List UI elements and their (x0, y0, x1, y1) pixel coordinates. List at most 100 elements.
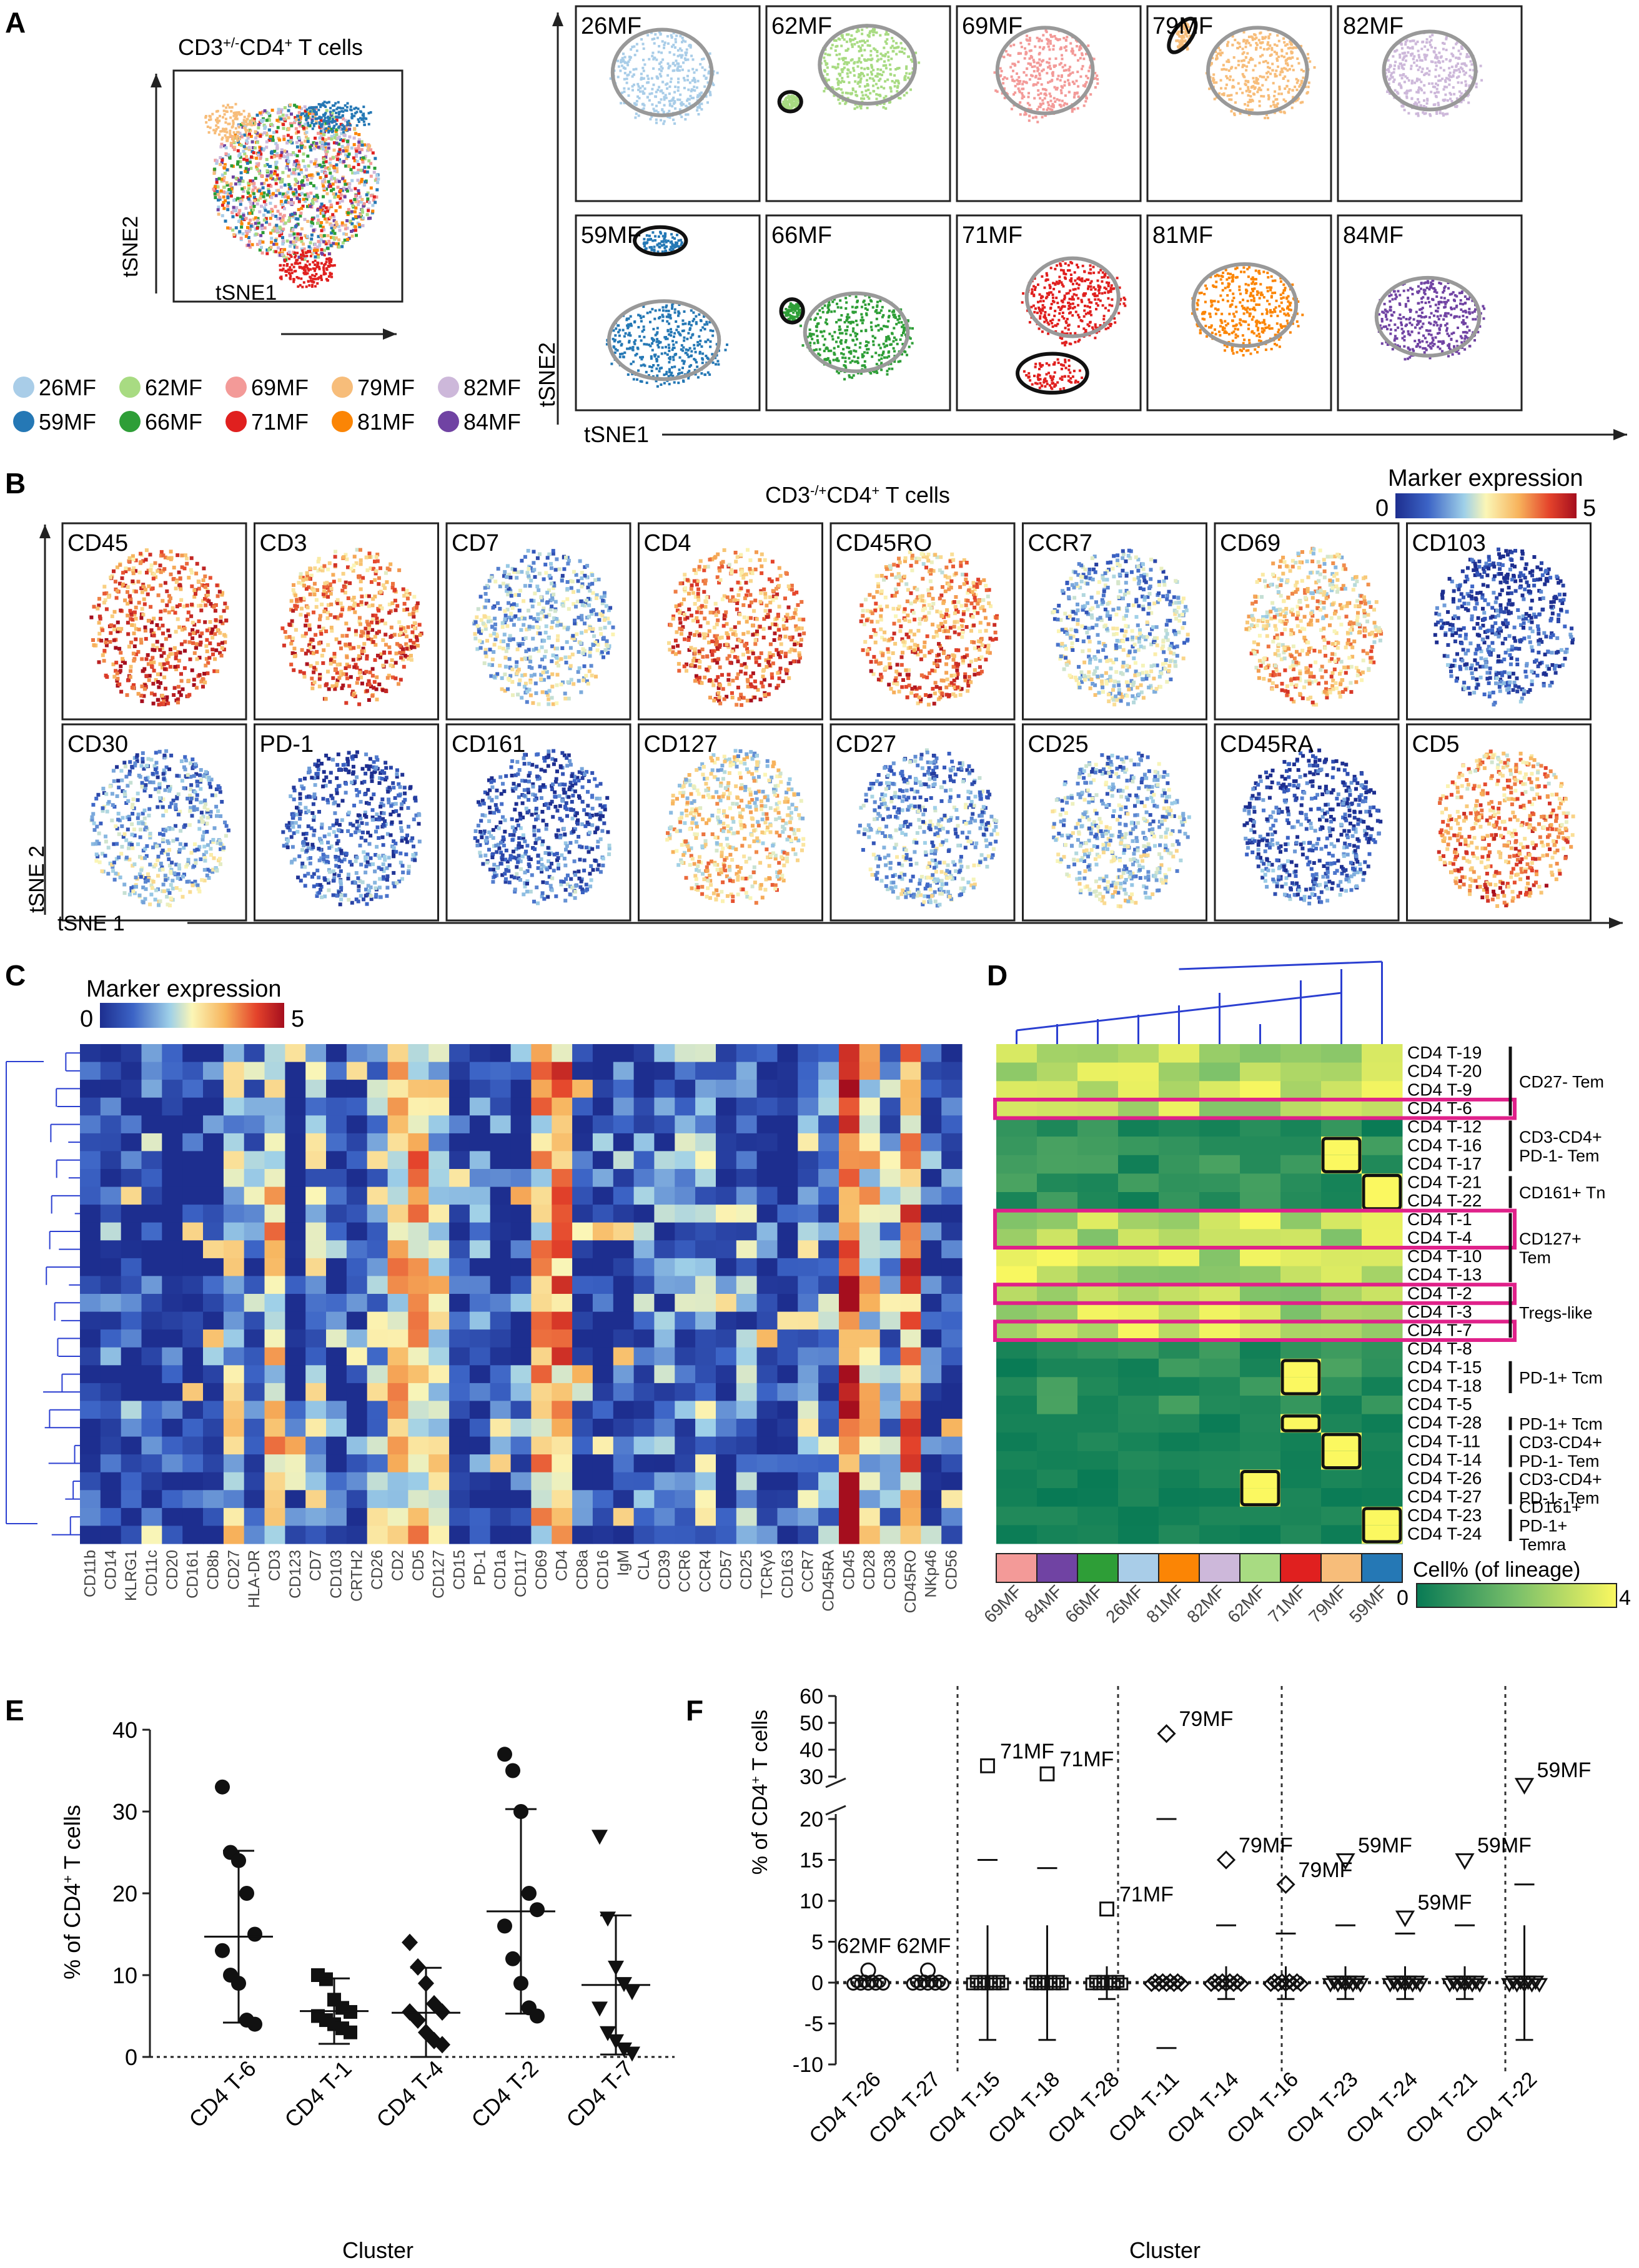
cell-dot (327, 116, 330, 119)
cell-dot (681, 349, 685, 352)
cell-dot (1041, 116, 1044, 119)
cell-dot (1048, 57, 1051, 61)
cell-dot (280, 148, 284, 152)
cell-dot (277, 119, 280, 123)
cell-dot (1178, 44, 1181, 47)
cell-dot (265, 145, 269, 149)
cell-dot (652, 83, 655, 86)
cell-dot (670, 372, 673, 375)
cell-dot (208, 119, 210, 121)
main-oval (1206, 26, 1309, 116)
cell-dot (281, 242, 285, 246)
cell-dot (695, 315, 698, 318)
cell-dot (347, 208, 350, 212)
cell-dot (1058, 99, 1061, 102)
cell-dot (883, 356, 886, 359)
cell-dot (1242, 31, 1245, 34)
cell-dot (286, 263, 289, 266)
cell-dot (345, 140, 349, 144)
cell-dot (342, 232, 346, 235)
cell-dot (898, 317, 901, 320)
cell-dot (292, 250, 295, 254)
cell-dot (653, 109, 656, 112)
cell-dot (229, 129, 232, 132)
cell-dot (269, 135, 272, 139)
legend-swatch (119, 411, 141, 432)
cell-dot (238, 182, 242, 186)
cell-dot (669, 355, 672, 358)
cell-dot (1074, 54, 1077, 57)
cell-dot (1049, 307, 1052, 309)
cell-dot (332, 192, 335, 195)
cell-dot (1084, 100, 1087, 103)
cell-dot (345, 232, 348, 236)
cell-dot (245, 155, 248, 159)
cell-dot (247, 244, 250, 247)
cell-dot (1061, 66, 1064, 69)
cell-dot (239, 144, 243, 147)
cell-dot (660, 65, 663, 68)
cell-dot (1422, 111, 1425, 114)
cell-dot (673, 237, 676, 240)
cell-dot (360, 118, 364, 121)
cell-dot (286, 190, 290, 194)
cell-dot (315, 252, 318, 255)
cell-dot (296, 217, 300, 221)
cell-dot (621, 352, 624, 355)
cell-dot (868, 34, 871, 37)
cell-dot (300, 240, 304, 244)
cell-dot (671, 242, 674, 245)
cell-dot (908, 72, 911, 76)
cell-dot (786, 309, 789, 312)
cell-dot (1250, 86, 1253, 89)
cell-dot (335, 141, 339, 145)
cell-dot (893, 350, 896, 353)
cell-dot (242, 149, 245, 153)
cell-dot (660, 69, 663, 72)
cell-dot (306, 272, 309, 275)
cell-dot (1404, 43, 1407, 46)
cell-dot (1084, 94, 1087, 97)
cell-dot (784, 106, 787, 109)
cell-dot (235, 137, 238, 140)
cell-dot (270, 155, 274, 159)
cell-dot (275, 146, 279, 150)
cell-dot (791, 304, 795, 307)
overview-ylabel: tSNE2 (119, 216, 142, 277)
cell-dot (834, 49, 837, 52)
cell-dot (681, 367, 684, 370)
cell-dot (621, 328, 625, 332)
cell-dot (1066, 102, 1069, 106)
cell-dot (224, 146, 228, 150)
cell-dot (869, 77, 871, 80)
cell-dot (1023, 57, 1026, 60)
cell-dot (211, 112, 214, 116)
cell-dot (322, 160, 325, 164)
cell-dot (311, 274, 314, 277)
cell-dot (327, 118, 330, 121)
cell-dot (1180, 29, 1183, 32)
cell-dot (308, 263, 311, 266)
cell-dot (1081, 53, 1084, 56)
cell-dot (366, 191, 370, 195)
cell-dot (294, 153, 297, 157)
cell-dot (1287, 47, 1290, 50)
cell-dot (640, 38, 643, 41)
cell-dot (1402, 73, 1405, 76)
cell-dot (849, 92, 852, 95)
cell-dot (307, 116, 310, 119)
cell-dot (339, 122, 343, 126)
cell-dot (1216, 54, 1219, 57)
cell-dot (1014, 64, 1017, 67)
cell-dot (355, 149, 359, 153)
cell-dot (295, 179, 299, 183)
cell-dot (270, 122, 273, 126)
cell-dot (1401, 47, 1404, 50)
cell-dot (293, 104, 297, 107)
cell-dot (1218, 92, 1221, 95)
cell-dot (264, 203, 268, 206)
cell-dot (248, 199, 252, 203)
cell-dot (375, 174, 379, 177)
cell-dot (219, 130, 222, 133)
cell-dot (1092, 57, 1096, 61)
